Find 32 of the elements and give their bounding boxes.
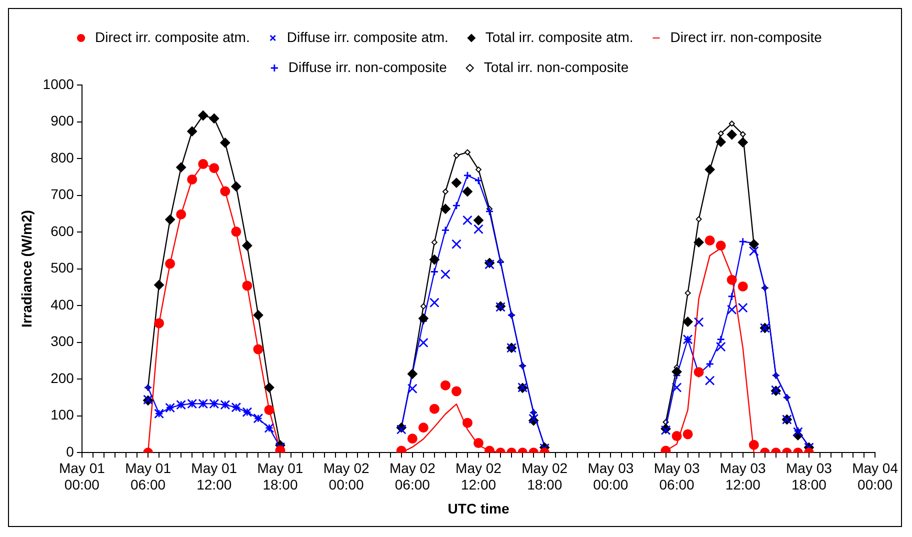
y-tick-label: 400 [50, 296, 74, 312]
x-tick-label: May 03 18:00 [786, 460, 832, 493]
x-tick-label: May 01 18:00 [257, 460, 304, 493]
x-axis-title: UTC time [448, 500, 510, 516]
x-tick-label: May 04 00:00 [852, 460, 898, 493]
y-tick-label: 600 [50, 222, 74, 239]
x-tick-label: May 03 00:00 [588, 460, 634, 493]
y-tick-label: 700 [50, 186, 74, 202]
y-tick-label: 300 [50, 333, 74, 350]
y-tick-label: 900 [50, 112, 74, 129]
y-tick-label: 1000 [42, 76, 74, 92]
x-tick-label: May 01 12:00 [191, 460, 238, 493]
x-tick-label: May 01 06:00 [125, 460, 172, 493]
legend-label: Total irr. non-composite [484, 58, 629, 75]
legend-label: Direct irr. composite atm. [95, 28, 250, 45]
y-tick-label: 800 [50, 149, 74, 166]
x-tick-label: May 02 12:00 [456, 460, 502, 493]
x-tick-label: May 01 00:00 [58, 460, 106, 493]
y-tick-label: 200 [50, 370, 74, 386]
y-tick-label: 100 [50, 406, 74, 423]
legend-label: Total irr. composite atm. [485, 28, 634, 45]
y-tick-label: 500 [50, 260, 74, 276]
x-tick-label: May 02 06:00 [389, 460, 436, 493]
y-axis-title: Irradiance (W/m2) [18, 210, 34, 328]
x-tick-label: May 02 18:00 [522, 460, 568, 493]
x-tick-label: May 02 00:00 [323, 460, 370, 493]
y-tick-label: 0 [66, 443, 74, 460]
x-tick-label: May 03 06:00 [654, 460, 700, 493]
x-tick-label: May 03 12:00 [720, 460, 766, 493]
legend-label: Diffuse irr. non-composite [288, 58, 448, 75]
legend-label: Direct irr. non-composite [670, 28, 822, 45]
legend-label: Diffuse irr. composite atm. [286, 28, 448, 45]
